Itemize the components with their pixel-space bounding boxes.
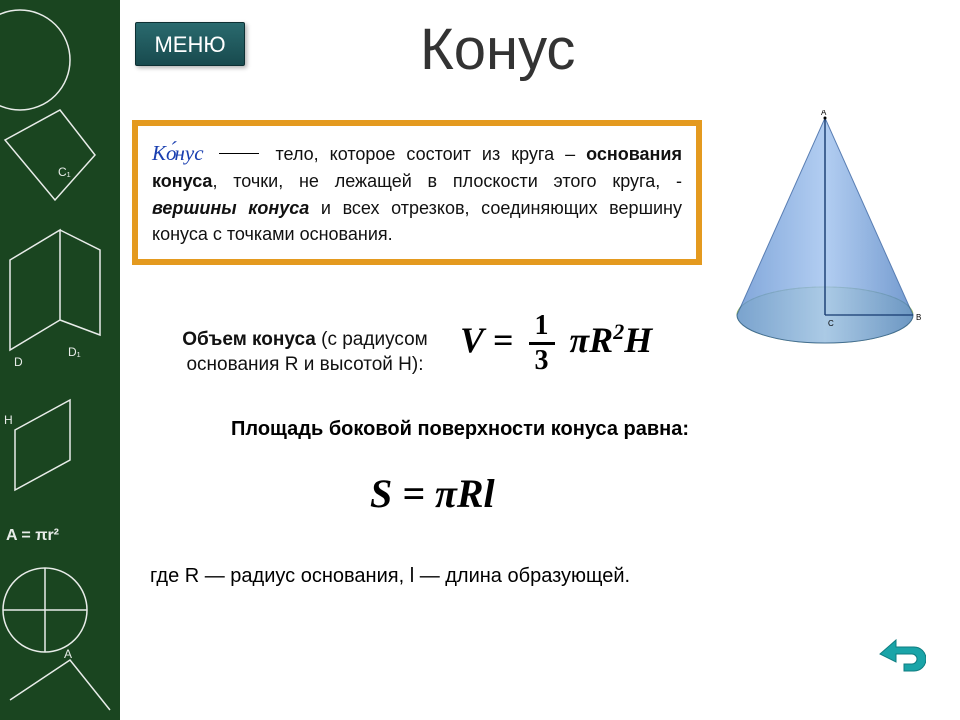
surface-formula: S = πRl: [370, 470, 495, 517]
svg-text:A = πr²: A = πr²: [6, 527, 59, 544]
back-button[interactable]: [874, 634, 926, 680]
svg-text:D: D: [14, 355, 23, 369]
label-a: A: [821, 110, 827, 117]
page-title: Конус: [420, 16, 575, 83]
where-text: где R — радиус основания, l — длина обра…: [150, 565, 630, 588]
svg-text:C₁: C₁: [58, 165, 71, 179]
definition-box: Ко́нус тело, которое состоит из круга – …: [132, 120, 702, 265]
label-b: B: [916, 313, 921, 322]
definition-body: тело, которое состоит из круга – основан…: [152, 144, 682, 244]
menu-button[interactable]: МЕНЮ: [135, 22, 245, 66]
definition-term: Ко́нус: [152, 141, 204, 165]
volume-formula: V = 1 3 πR2H: [460, 312, 652, 375]
cone-diagram: A C B: [720, 110, 930, 360]
label-c: C: [828, 319, 834, 328]
dash-icon: [219, 153, 259, 154]
sidebar-chalkboard: C₁ D₁ D H A = πr² A: [0, 0, 120, 720]
volume-label: Объем конуса (с радиусом основания R и в…: [160, 328, 450, 377]
surface-label: Площадь боковой поверхности конуса равна…: [150, 418, 770, 441]
svg-text:H: H: [4, 413, 13, 427]
svg-text:D₁: D₁: [68, 345, 81, 359]
svg-text:A: A: [64, 647, 72, 661]
